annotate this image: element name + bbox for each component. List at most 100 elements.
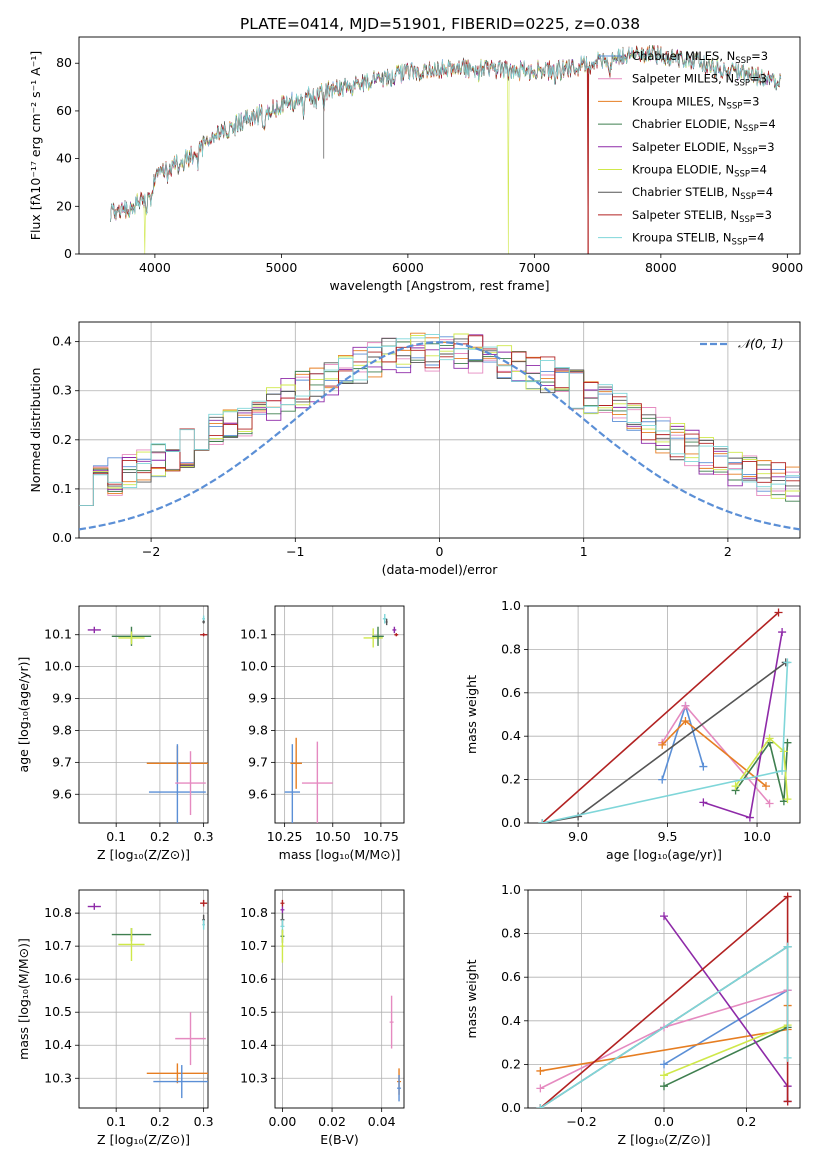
spectrum-series [110, 47, 782, 222]
legend-text: Salpeter ELODIE, N [632, 140, 742, 154]
plot-frame [527, 889, 801, 1109]
weight-point-marker [762, 782, 770, 791]
x-tick-label: 2 [724, 544, 732, 559]
weight-series-line [663, 989, 789, 1066]
y-tick-label: 0.6 [501, 685, 521, 700]
y-tick-label: 9.8 [52, 722, 72, 737]
legend-text: =4 [756, 185, 773, 199]
x-axis-label: (data-model)/error [382, 562, 499, 577]
y-axis-label: Flux [fλ10⁻¹⁷ erg cm⁻² s⁻¹ A⁻¹] [28, 51, 43, 240]
x-tick-label: 10.50 [315, 829, 351, 844]
legend-subscript: SSP [739, 215, 755, 225]
legend-text: =3 [758, 140, 775, 154]
y-tick-label: 0 [64, 246, 72, 261]
weight-point-marker [783, 738, 792, 747]
weight-point-marker [536, 1084, 545, 1093]
weight-point-marker [783, 1097, 792, 1106]
weight-point-marker [699, 798, 708, 807]
y-tick-label: 10.3 [44, 1070, 72, 1085]
weight-point-marker [536, 1104, 545, 1108]
x-axis-label: Z [log₁₀(Z/Z⊙)] [97, 847, 190, 862]
weight-point-marker [774, 608, 783, 617]
weight-point-marker [783, 1053, 792, 1062]
y-tick-label: 80 [56, 55, 72, 70]
y-axis-label: mass [log₁₀(M/M⊙)] [16, 938, 31, 1060]
legend-text: =3 [755, 208, 772, 222]
weight-point-marker [681, 717, 690, 726]
weight-point-marker [536, 1066, 545, 1075]
legend-subscript: SSP [742, 147, 758, 157]
y-tick-label: 1.0 [501, 598, 521, 613]
x-tick-label: 0.2 [736, 1114, 756, 1129]
y-tick-label: 10.1 [44, 627, 72, 642]
legend-subscript: SSP [740, 192, 756, 202]
weight-point-marker [778, 766, 787, 775]
y-tick-label: 40 [56, 151, 72, 166]
y-tick-label: 0.2 [501, 1056, 521, 1071]
weight-series-line [703, 631, 783, 819]
legend-text: Salpeter STELIB, N [632, 208, 739, 222]
legend-text: =3 [742, 94, 759, 108]
y-axis-label: mass weight [464, 675, 479, 754]
x-tick-label: 10.0 [743, 829, 771, 844]
legend-entry-label: Chabrier ELODIE, NSSP=4 [632, 117, 776, 134]
x-tick-label: 9.5 [658, 829, 678, 844]
legend-text: Kroupa MILES, N [632, 94, 727, 108]
y-tick-label: 0.3 [52, 383, 72, 398]
y-tick-label: 10.6 [240, 971, 268, 986]
legend-subscript: SSP [727, 101, 743, 111]
weight-point-marker [699, 762, 708, 771]
y-tick-label: 20 [56, 198, 72, 213]
weight-series-line [663, 1024, 788, 1077]
y-tick-label: 0.8 [501, 641, 521, 656]
weight-series-line [541, 611, 780, 823]
x-tick-label: 0.3 [194, 829, 214, 844]
legend-entry-label: Kroupa MILES, NSSP=3 [632, 94, 759, 111]
x-tick-label: 8000 [645, 260, 677, 275]
y-tick-label: 10.4 [240, 1037, 268, 1052]
legend-text: =3 [750, 72, 767, 86]
x-tick-label: 1 [580, 544, 588, 559]
x-axis-label: E(B-V) [320, 1132, 359, 1147]
x-axis-label: Z [log₁₀(Z/Z⊙)] [97, 1132, 190, 1147]
histogram-series [79, 334, 800, 506]
x-tick-label: 0.3 [194, 1114, 214, 1129]
x-tick-label: 0.04 [368, 1114, 396, 1129]
x-axis-label: age [log₁₀(age/yr)] [606, 847, 722, 862]
plot-area [538, 608, 792, 823]
x-tick-label: −1 [286, 544, 304, 559]
legend-entry-label: Salpeter STELIB, NSSP=3 [632, 208, 772, 225]
y-tick-label: 10.7 [240, 938, 268, 953]
x-tick-label: 0 [436, 544, 444, 559]
legend-text: =4 [759, 117, 776, 131]
plot-frame [78, 321, 801, 539]
x-tick-label: 0.1 [106, 829, 126, 844]
x-tick-label: −0.2 [566, 1114, 596, 1129]
y-axis-label: mass weight [464, 959, 479, 1038]
legend-text: Salpeter MILES, N [632, 72, 734, 86]
x-tick-label: −2 [142, 544, 160, 559]
y-tick-label: 10.5 [44, 1004, 72, 1019]
weight-point-marker [783, 942, 792, 951]
y-tick-label: 9.7 [248, 754, 268, 769]
x-axis-label: Z [log₁₀(Z/Z⊙)] [618, 1132, 711, 1147]
y-tick-label: 10.4 [44, 1037, 72, 1052]
plot-frame [78, 605, 209, 824]
legend-text: Chabrier ELODIE, N [632, 117, 743, 131]
x-tick-label: 0.2 [150, 1114, 170, 1129]
y-tick-label: 10.6 [44, 971, 72, 986]
weight-series-line [734, 737, 789, 800]
x-tick-label: 0.00 [269, 1114, 297, 1129]
weight-point-marker [783, 892, 792, 901]
legend-text: Kroupa ELODIE, N [632, 163, 734, 177]
weight-point-marker [660, 1082, 668, 1091]
y-tick-label: 10.7 [44, 938, 72, 953]
weight-series-line [661, 704, 771, 805]
legend-subscript: SSP [734, 170, 750, 180]
weight-point-marker [658, 775, 667, 784]
x-tick-label: 0.1 [106, 1114, 126, 1129]
weight-point-marker [681, 701, 690, 710]
legend-text: Kroupa STELIB, N [632, 231, 732, 245]
weight-point-marker [765, 799, 774, 808]
weight-point-marker [765, 734, 774, 743]
